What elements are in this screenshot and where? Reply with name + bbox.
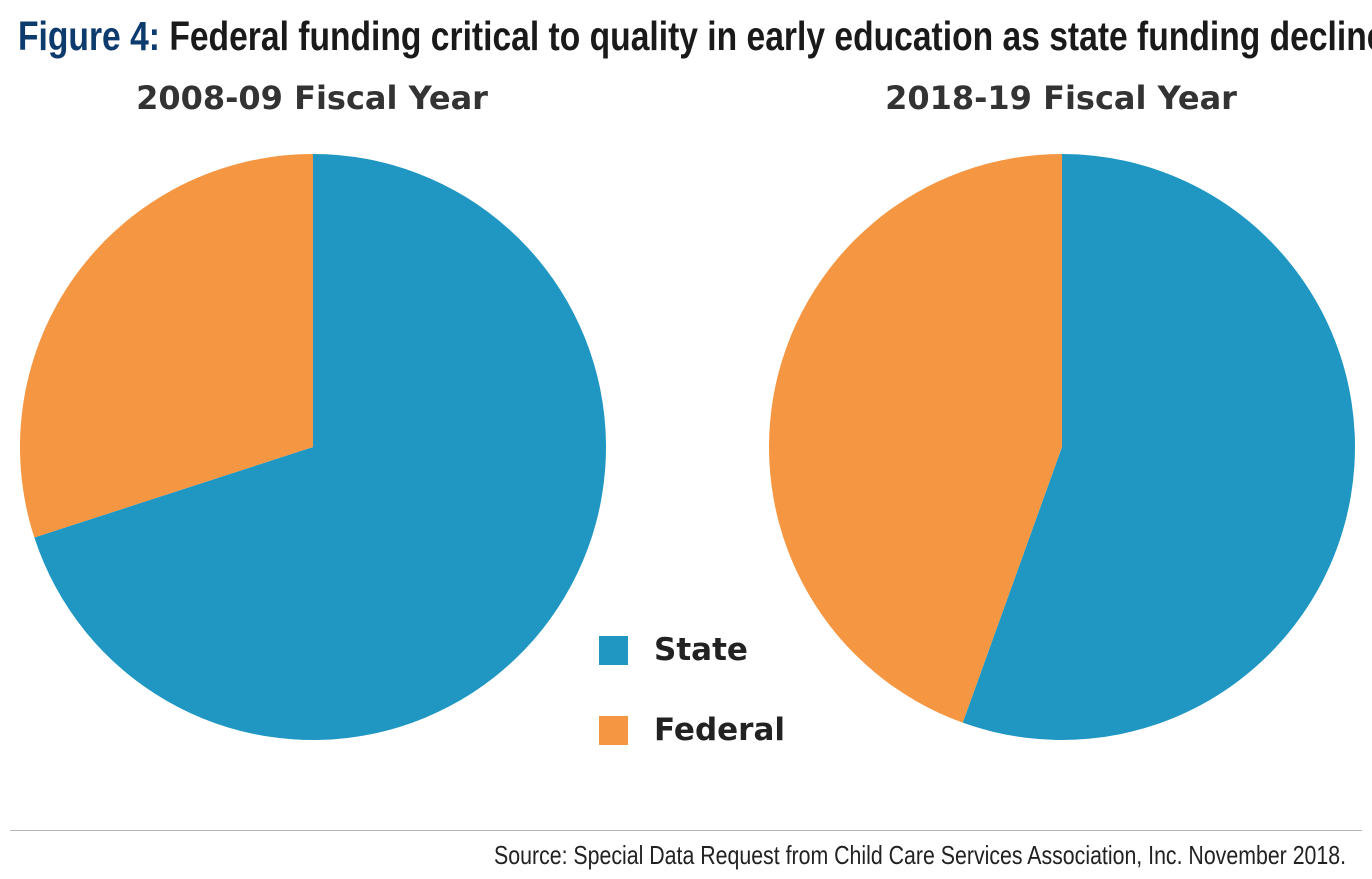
legend-label-federal: Federal: [654, 712, 785, 748]
source-note: Source: Special Data Request from Child …: [493, 840, 1346, 870]
pie-slice-2018-state: [962, 154, 1355, 740]
legend-item-state: State: [599, 610, 785, 690]
pie-title-2018: 2018-19 Fiscal Year: [885, 79, 1237, 117]
pie-title-2008: 2008-09 Fiscal Year: [136, 79, 488, 117]
figure-title-text: Federal funding critical to quality in e…: [159, 13, 1372, 59]
legend-item-federal: Federal: [599, 690, 785, 770]
legend-swatch-federal: [599, 715, 628, 745]
pie-slice-2008-federal: [20, 154, 314, 538]
figure-label: Figure 4:: [18, 13, 160, 59]
pie-slice-2008-state: [34, 154, 607, 741]
legend-label-state: State: [654, 632, 748, 668]
legend: State Federal: [599, 610, 785, 770]
pie-slice-2018-federal: [768, 154, 1062, 723]
legend-swatch-state: [599, 635, 628, 665]
divider: [10, 830, 1362, 831]
figure-title: Figure 4: Federal funding critical to qu…: [18, 8, 1372, 64]
